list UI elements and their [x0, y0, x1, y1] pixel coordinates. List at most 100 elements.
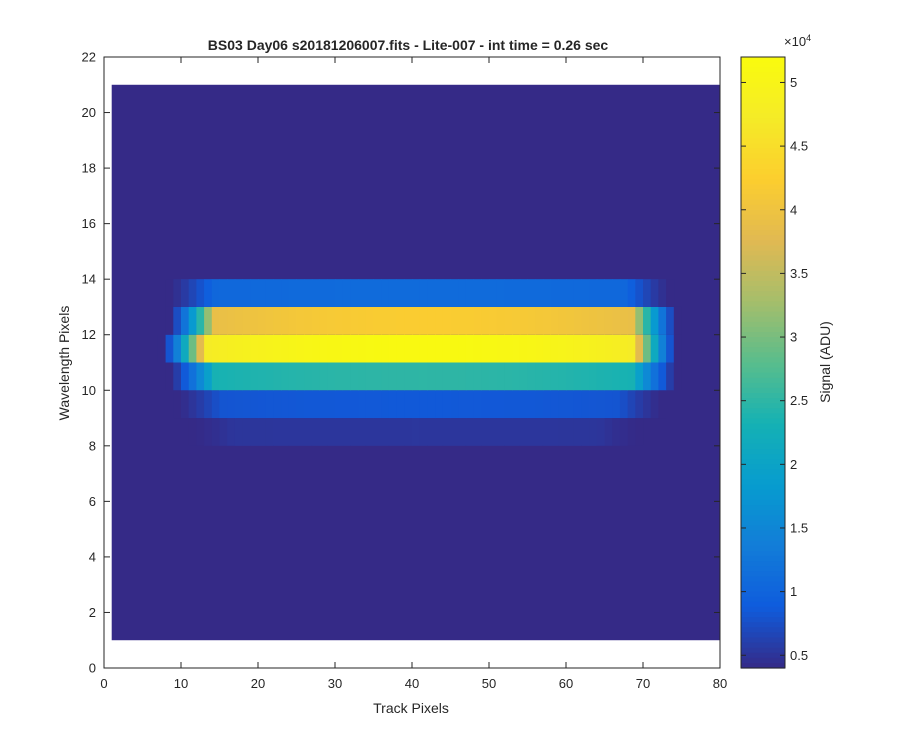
heatmap-cell	[435, 334, 444, 363]
heatmap-cell	[535, 418, 544, 446]
colorbar-segment	[741, 133, 785, 140]
heatmap-cell	[296, 306, 305, 335]
colorbar-segment	[741, 494, 785, 501]
heatmap-cell	[435, 306, 444, 335]
y-tick-label: 20	[82, 105, 96, 120]
heatmap-cell	[342, 418, 351, 446]
colorbar-segment	[741, 72, 785, 78]
heatmap-cell	[481, 362, 490, 391]
heatmap-cell	[450, 306, 459, 335]
heatmap-cell	[396, 362, 405, 391]
heatmap-cell	[589, 334, 598, 363]
heatmap-cell	[242, 306, 251, 335]
colorbar-segment	[741, 449, 785, 455]
heatmap-cell	[211, 362, 220, 391]
heatmap-cell	[527, 306, 536, 335]
heatmap-cell	[458, 279, 467, 307]
heatmap-cell	[550, 279, 559, 307]
heatmap-cell	[589, 362, 598, 391]
heatmap-cell	[589, 418, 598, 446]
heatmap-cell	[296, 418, 305, 446]
heatmap-cell	[258, 306, 267, 335]
colorbar-segment	[741, 321, 785, 328]
heatmap-cell	[165, 306, 174, 335]
heatmap-cell	[288, 306, 297, 335]
heatmap-cell	[404, 306, 413, 335]
heatmap-cell	[496, 362, 505, 391]
heatmap-cell	[419, 334, 428, 363]
heatmap-cell	[165, 334, 174, 363]
heatmap-cell	[550, 418, 559, 446]
heatmap-cell	[519, 279, 528, 307]
heatmap-cell	[427, 334, 436, 363]
heatmap-cell	[327, 306, 336, 335]
heatmap-cell	[204, 418, 213, 446]
heatmap-cell	[381, 418, 390, 446]
colorbar-segment	[741, 194, 785, 201]
heatmap-cell	[581, 418, 590, 446]
heatmap-cell	[381, 362, 390, 391]
heatmap-cell	[542, 279, 551, 307]
heatmap-cell	[204, 390, 213, 419]
heatmap-cell	[311, 362, 320, 391]
colorbar-segment	[741, 87, 785, 94]
colorbar-segment	[741, 510, 785, 516]
heatmap-cell	[296, 362, 305, 391]
colorbar-segment	[741, 642, 785, 649]
y-tick-label: 0	[89, 661, 96, 676]
colorbar-segment	[741, 123, 785, 129]
heatmap-cell	[388, 390, 397, 419]
heatmap-cell	[581, 279, 590, 307]
heatmap-cell	[573, 362, 582, 391]
colorbar-segment	[741, 143, 785, 150]
heatmap-cell	[450, 279, 459, 307]
heatmap-cell	[635, 306, 644, 335]
colorbar-segment	[741, 235, 785, 241]
colorbar-segment	[741, 275, 785, 282]
heatmap-cell	[258, 418, 267, 446]
heatmap-cell	[219, 334, 228, 363]
colorbar-segment	[741, 505, 785, 511]
heatmap-cell	[396, 418, 405, 446]
heatmap-cell	[612, 390, 621, 419]
heatmap-cell	[519, 334, 528, 363]
heatmap-cell	[596, 334, 605, 363]
x-tick-label: 70	[636, 676, 650, 691]
heatmap-cell	[250, 362, 259, 391]
colorbar-segment	[741, 622, 785, 628]
colorbar-tick-label: 3.5	[790, 266, 808, 281]
heatmap-cell	[481, 306, 490, 335]
heatmap-cell	[173, 279, 182, 307]
colorbar-tick-label: 4	[790, 202, 797, 217]
heatmap-cell	[304, 306, 313, 335]
heatmap-cell	[496, 334, 505, 363]
heatmap-cell	[458, 418, 467, 446]
heatmap-cell	[496, 418, 505, 446]
heatmap-cell	[658, 334, 667, 363]
heatmap-cell	[335, 279, 344, 307]
heatmap-cell	[442, 362, 451, 391]
heatmap-cell	[296, 390, 305, 419]
heatmap-cell	[173, 334, 182, 363]
heatmap-cell	[581, 334, 590, 363]
heatmap-cell	[281, 306, 290, 335]
heatmap-cell	[188, 279, 197, 307]
heatmap-cell	[573, 390, 582, 419]
heatmap-cell	[350, 390, 359, 419]
colorbar-segment	[741, 520, 785, 527]
heatmap-cell	[527, 418, 536, 446]
colorbar-tick-label: 2	[790, 457, 797, 472]
colorbar-segment	[741, 408, 785, 415]
heatmap-cell	[327, 390, 336, 419]
colorbar-segment	[741, 128, 785, 134]
colorbar-segment	[741, 423, 785, 430]
heatmap-cell	[604, 418, 613, 446]
heatmap-cell	[242, 334, 251, 363]
heatmap-cell	[273, 334, 282, 363]
colorbar-segment	[741, 331, 785, 338]
colorbar-segment	[741, 189, 785, 196]
colorbar-segment	[741, 77, 785, 84]
y-tick-label: 18	[82, 161, 96, 176]
heatmap-cell	[273, 390, 282, 419]
heatmap-cell	[404, 362, 413, 391]
